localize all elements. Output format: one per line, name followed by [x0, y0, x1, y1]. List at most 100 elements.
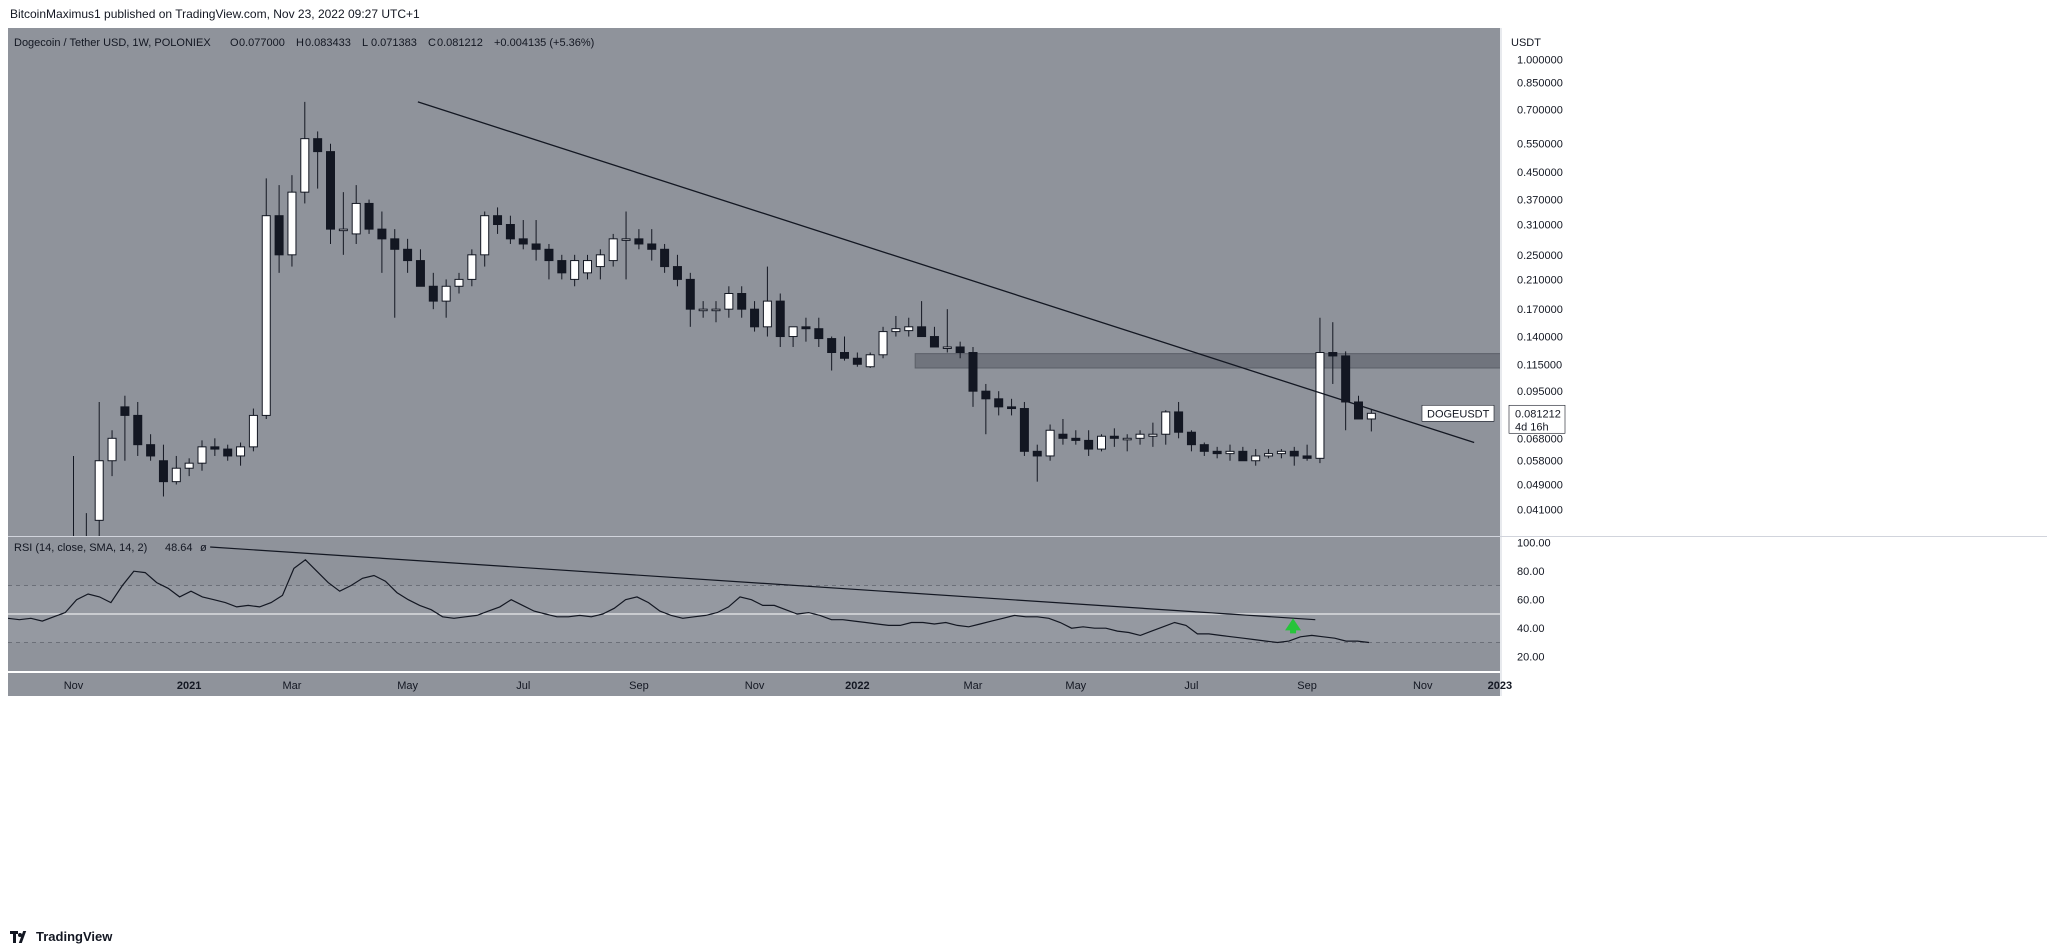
candle[interactable]: [1315, 317, 1325, 464]
candle[interactable]: [1032, 444, 1042, 482]
candle[interactable]: [146, 434, 156, 461]
candle[interactable]: [1019, 401, 1029, 456]
candle[interactable]: [1212, 446, 1222, 459]
candle[interactable]: [1276, 449, 1286, 459]
candle[interactable]: [634, 229, 644, 250]
candle[interactable]: [223, 444, 233, 461]
candle[interactable]: [390, 229, 400, 318]
candle[interactable]: [1007, 398, 1017, 416]
rsi-axis[interactable]: 100.00 80.00 60.00 40.00 20.00: [1517, 538, 1551, 664]
candle[interactable]: [403, 238, 413, 273]
candle[interactable]: [287, 175, 297, 267]
candle[interactable]: [1174, 401, 1184, 439]
candle[interactable]: [750, 301, 760, 332]
candle[interactable]: [1161, 410, 1171, 445]
candle[interactable]: [852, 352, 862, 367]
candle[interactable]: [904, 317, 914, 337]
candle[interactable]: [505, 215, 515, 244]
candle[interactable]: [1328, 322, 1338, 384]
candle[interactable]: [133, 401, 143, 456]
candle[interactable]: [865, 352, 875, 368]
candle[interactable]: [570, 254, 580, 287]
candle[interactable]: [171, 455, 181, 485]
candle[interactable]: [518, 220, 528, 250]
candle[interactable]: [493, 207, 503, 234]
candle[interactable]: [698, 301, 708, 318]
candle[interactable]: [737, 286, 747, 318]
resistance-zone[interactable]: [914, 353, 1583, 369]
candle[interactable]: [557, 254, 567, 280]
tradingview-logo[interactable]: TradingView: [10, 929, 112, 944]
rsi-trendline[interactable]: [210, 546, 1316, 621]
candle[interactable]: [1354, 395, 1363, 420]
candle[interactable]: [107, 430, 117, 477]
candle[interactable]: [94, 401, 104, 554]
candle[interactable]: [120, 395, 130, 461]
candle[interactable]: [210, 438, 220, 456]
time-axis[interactable]: Nov 2021 Mar May Jul Sep Nov 2022 Mar May Jul Sep No…: [64, 680, 1512, 692]
candle[interactable]: [942, 309, 952, 353]
candle[interactable]: [531, 220, 541, 261]
candle[interactable]: [1097, 434, 1106, 452]
candle[interactable]: [415, 249, 425, 287]
candle[interactable]: [1341, 351, 1351, 431]
candle[interactable]: [1225, 444, 1235, 461]
price-axis[interactable]: USDT 1.000000 0.850000 0.700000 0.550000 0.45…: [1511, 37, 1563, 517]
candle[interactable]: [647, 229, 657, 261]
candle[interactable]: [428, 272, 438, 310]
candle[interactable]: [724, 286, 734, 318]
candle[interactable]: [467, 249, 477, 287]
price-pane-background[interactable]: [8, 28, 1500, 536]
candle[interactable]: [248, 408, 258, 452]
candle[interactable]: [1302, 444, 1312, 461]
candle[interactable]: [595, 249, 605, 280]
rsi-line[interactable]: [8, 559, 1370, 644]
candle[interactable]: [1135, 430, 1145, 445]
candle[interactable]: [338, 192, 348, 255]
time-axis-background[interactable]: [8, 673, 1500, 696]
candle[interactable]: [775, 293, 785, 347]
candle[interactable]: [608, 233, 618, 267]
candle[interactable]: [685, 272, 695, 327]
candle[interactable]: [480, 211, 490, 267]
candle[interactable]: [660, 243, 670, 273]
candle[interactable]: [929, 326, 939, 348]
chart-svg[interactable]: Dogecoin / Tether USD, 1W, POLONIEX O 0.07…: [0, 28, 2047, 925]
candle[interactable]: [878, 326, 888, 359]
candle[interactable]: [711, 301, 721, 323]
candle[interactable]: [544, 243, 554, 280]
candle[interactable]: [621, 211, 631, 280]
candle[interactable]: [274, 185, 284, 273]
candle[interactable]: [364, 199, 374, 234]
candle[interactable]: [158, 444, 168, 497]
descending-trendline[interactable]: [417, 101, 1475, 444]
candle[interactable]: [672, 254, 682, 287]
candle[interactable]: [70, 455, 78, 806]
candle[interactable]: [827, 336, 837, 371]
candle[interactable]: [300, 101, 310, 204]
candle[interactable]: [454, 272, 464, 294]
candle[interactable]: [814, 317, 824, 347]
candle[interactable]: [184, 458, 194, 477]
candle[interactable]: [1058, 418, 1068, 445]
candle[interactable]: [261, 178, 271, 419]
candle[interactable]: [1251, 449, 1261, 466]
candle[interactable]: [1084, 430, 1094, 456]
candle[interactable]: [955, 341, 965, 359]
candle[interactable]: [981, 383, 991, 435]
candle[interactable]: [1109, 428, 1119, 447]
candle[interactable]: [197, 440, 207, 471]
candle[interactable]: [583, 254, 592, 280]
candle[interactable]: [840, 336, 849, 361]
candle[interactable]: [1289, 446, 1299, 466]
candle[interactable]: [1148, 422, 1158, 447]
candle[interactable]: [917, 301, 927, 338]
candle[interactable]: [1122, 434, 1132, 452]
candle[interactable]: [1264, 449, 1274, 459]
candle[interactable]: [788, 326, 798, 347]
candle[interactable]: [1366, 409, 1376, 432]
candle[interactable]: [968, 346, 978, 407]
candle[interactable]: [801, 317, 811, 342]
candle[interactable]: [1199, 442, 1209, 456]
